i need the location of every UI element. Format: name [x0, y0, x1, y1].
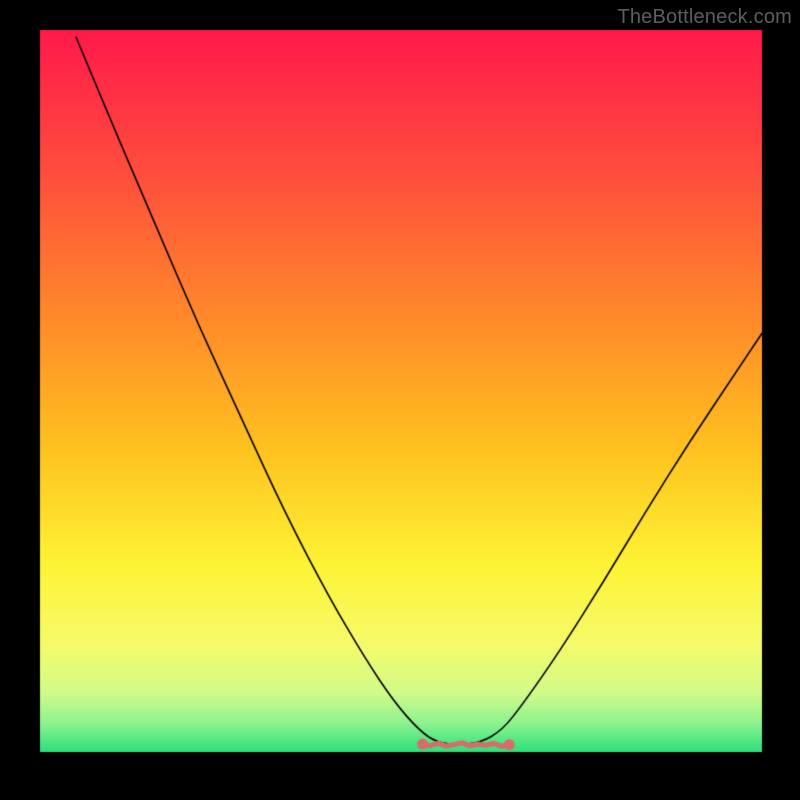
watermark-text: TheBottleneck.com — [617, 6, 792, 29]
chart-root: TheBottleneck.com — [0, 0, 800, 800]
bottleneck-curve-chart — [0, 0, 800, 800]
